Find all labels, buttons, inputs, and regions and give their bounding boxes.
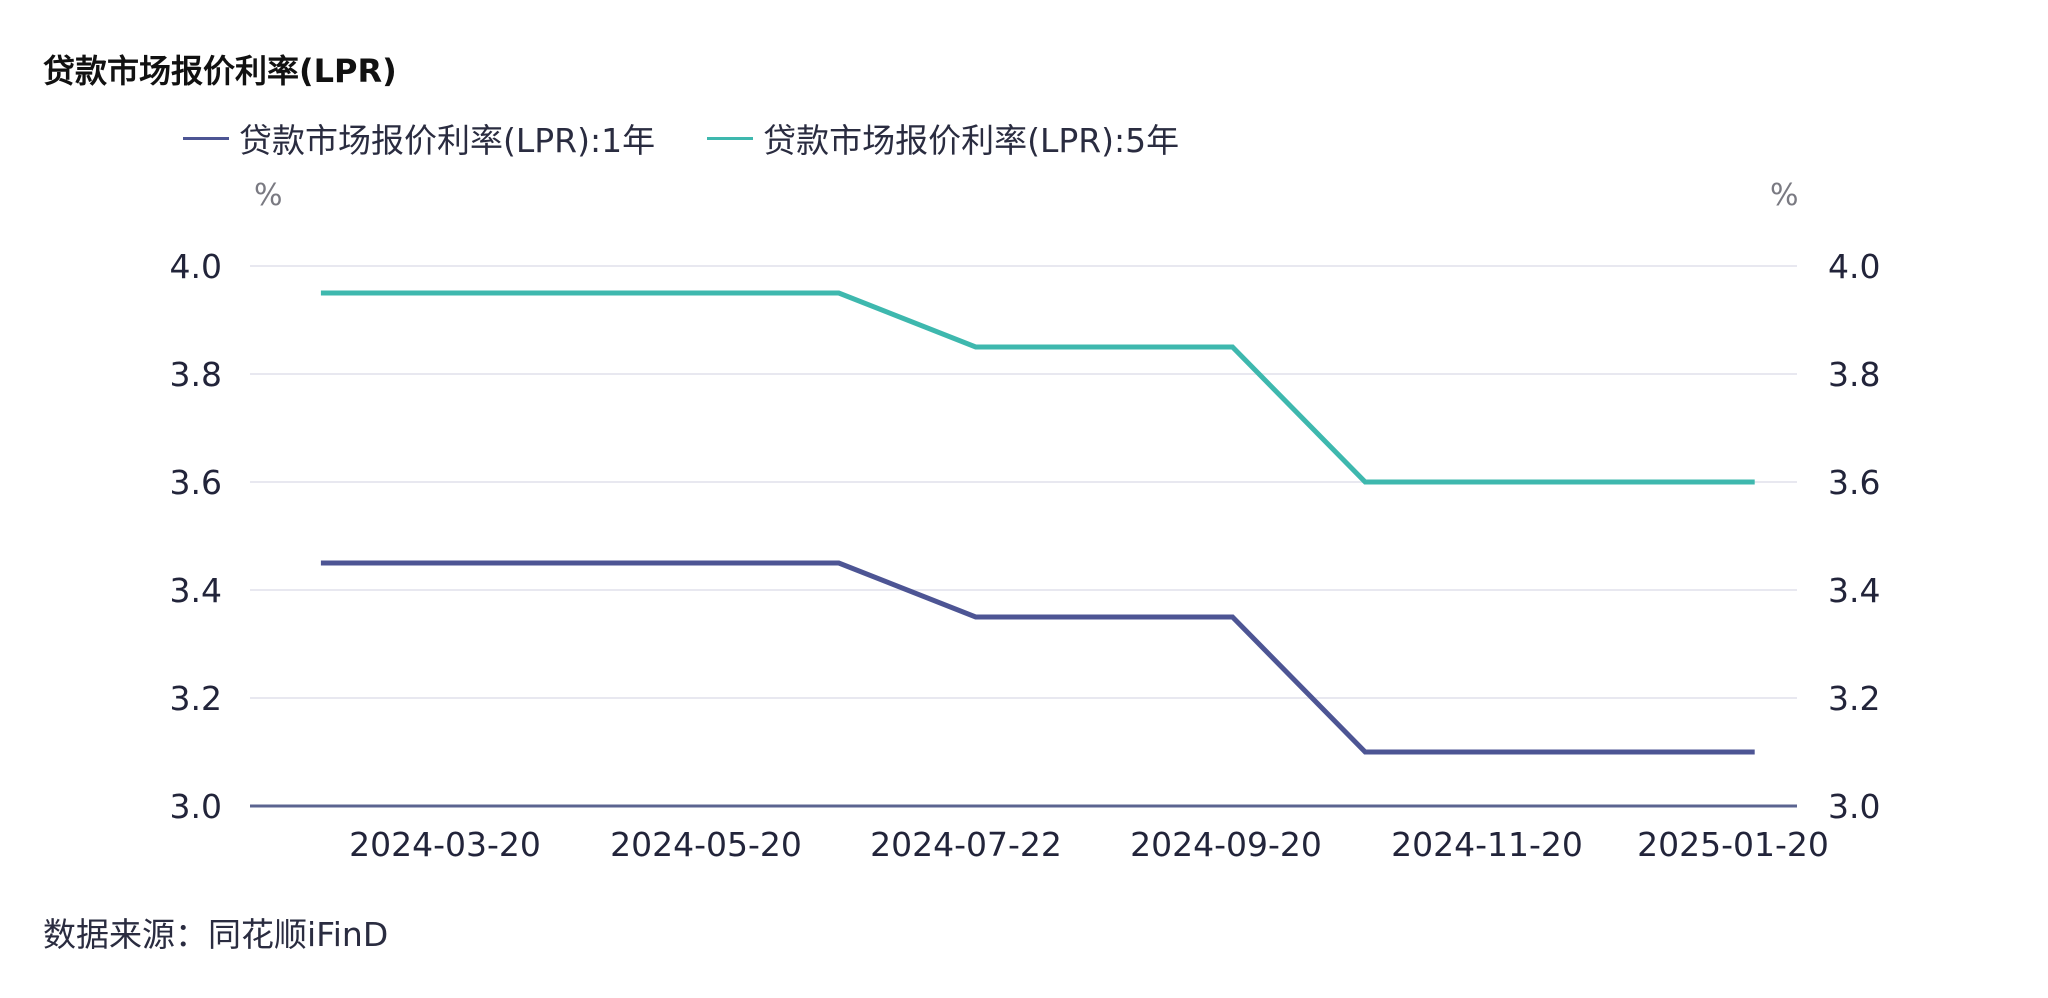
legend-swatch-5y-icon (707, 136, 754, 140)
legend: 贷款市场报价利率(LPR):1年 贷款市场报价利率(LPR):5年 (183, 114, 1231, 162)
x-tick-label: 2024-05-20 (610, 825, 802, 864)
right-y-axis: 3.0 3.2 3.4 3.6 3.8 4.0 (1828, 247, 1880, 826)
x-tick-label: 2024-07-22 (870, 825, 1062, 864)
left-axis-unit: % (254, 178, 283, 213)
legend-swatch-1y-icon (183, 136, 229, 140)
series-line-5y (320, 290, 1755, 485)
legend-item-1y[interactable]: 贷款市场报价利率(LPR):1年 (183, 114, 655, 162)
gridlines (250, 265, 1797, 808)
left-y-axis: 3.0 3.2 3.4 3.6 3.8 4.0 (170, 247, 222, 826)
y-tick-label-right: 3.6 (1828, 463, 1880, 502)
y-tick-label-right: 3.4 (1828, 571, 1880, 610)
y-tick-label-left: 4.0 (170, 247, 222, 286)
y-tick-label-right: 4.0 (1828, 247, 1880, 286)
legend-item-5y[interactable]: 贷款市场报价利率(LPR):5年 (707, 114, 1179, 162)
series-lines (320, 290, 1755, 755)
y-tick-label-left: 3.0 (170, 787, 222, 826)
x-tick-label: 2025-01-20 (1637, 825, 1829, 864)
x-tick-label: 2024-03-20 (349, 825, 541, 864)
y-tick-label-right: 3.8 (1828, 355, 1880, 394)
x-tick-label: 2024-09-20 (1130, 825, 1322, 864)
y-tick-label-left: 3.8 (170, 355, 222, 394)
right-axis-unit: % (1770, 178, 1799, 213)
y-tick-label-right: 3.0 (1828, 787, 1880, 826)
legend-label-5y: 贷款市场报价利率(LPR):5年 (763, 121, 1180, 160)
legend-label-1y: 贷款市场报价利率(LPR):1年 (239, 121, 656, 160)
y-tick-label-right: 3.2 (1828, 679, 1880, 718)
y-tick-label-left: 3.2 (170, 679, 222, 718)
y-tick-label-left: 3.6 (170, 463, 222, 502)
data-source-note: 数据来源：同花顺iFinD (43, 915, 389, 954)
x-axis: 2024-03-20 2024-05-20 2024-07-22 2024-09-20… (349, 825, 1829, 864)
series-line-1y (320, 560, 1755, 755)
chart-title: 贷款市场报价利率(LPR) (43, 52, 397, 90)
x-tick-label: 2024-11-20 (1391, 825, 1583, 864)
y-tick-label-left: 3.4 (170, 571, 222, 610)
